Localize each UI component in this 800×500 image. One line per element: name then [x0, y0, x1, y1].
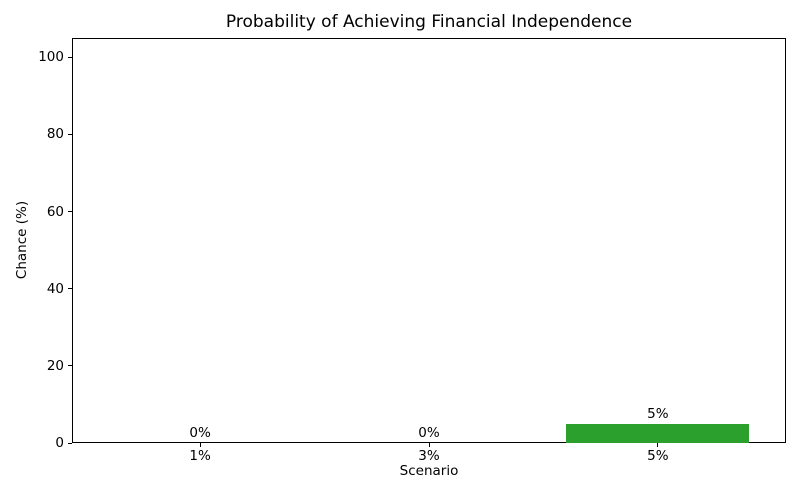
- y-tick-label: 20: [46, 357, 64, 374]
- y-tick-mark: [68, 133, 72, 135]
- plot-area: [72, 38, 786, 443]
- x-tick-mark: [428, 443, 430, 447]
- y-tick-mark: [68, 288, 72, 290]
- y-tick-label: 0: [55, 435, 64, 451]
- bar-value-label: 0%: [418, 425, 440, 441]
- x-tick-label: 5%: [647, 448, 669, 464]
- y-tick-label: 100: [38, 49, 64, 66]
- bar-value-label: 5%: [647, 405, 669, 422]
- chart-title: Probability of Achieving Financial Indep…: [225, 12, 633, 32]
- y-tick-mark: [68, 442, 72, 444]
- bar-5%: [566, 423, 750, 443]
- y-tick-label: 80: [46, 126, 64, 143]
- x-tick-mark: [199, 443, 201, 447]
- x-tick-mark: [657, 443, 659, 447]
- bar-value-label: 0%: [189, 425, 211, 441]
- x-tick-label: 1%: [189, 448, 211, 464]
- y-tick-label: 40: [46, 280, 64, 297]
- y-tick-mark: [68, 211, 72, 213]
- y-tick-label: 60: [46, 203, 64, 220]
- y-tick-mark: [68, 365, 72, 367]
- x-tick-label: 3%: [418, 448, 440, 464]
- x-axis-label: Scenario: [399, 463, 459, 479]
- y-tick-mark: [68, 56, 72, 58]
